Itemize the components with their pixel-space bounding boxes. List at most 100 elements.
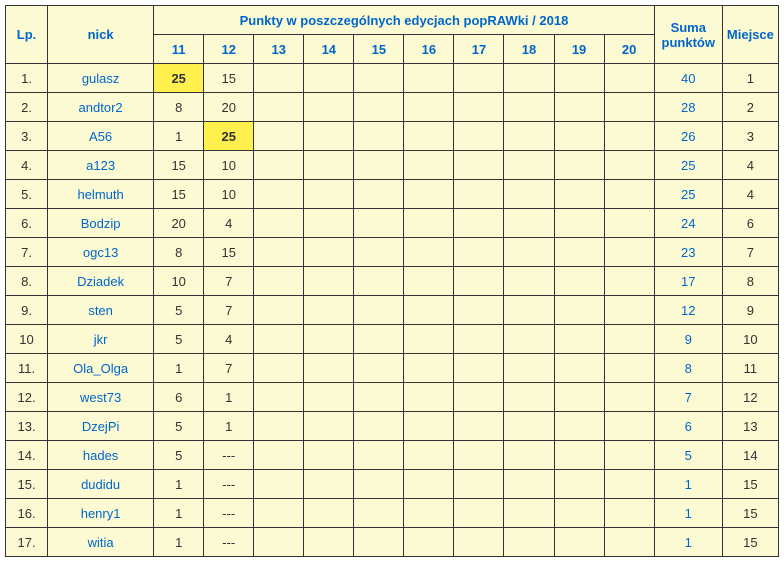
cell-suma: 1 bbox=[654, 499, 722, 528]
cell-suma: 26 bbox=[654, 122, 722, 151]
cell-value: 1 bbox=[154, 470, 204, 499]
cell-value bbox=[254, 180, 304, 209]
cell-value bbox=[254, 441, 304, 470]
cell-value bbox=[254, 296, 304, 325]
cell-value bbox=[554, 470, 604, 499]
cell-value bbox=[254, 122, 304, 151]
cell-value bbox=[454, 122, 504, 151]
cell-miejsce: 15 bbox=[722, 499, 778, 528]
cell-miejsce: 9 bbox=[722, 296, 778, 325]
cell-value bbox=[404, 64, 454, 93]
cell-value bbox=[454, 354, 504, 383]
cell-value bbox=[254, 267, 304, 296]
cell-suma: 12 bbox=[654, 296, 722, 325]
cell-value bbox=[254, 412, 304, 441]
ranking-table: Lp. nick Punkty w poszczególnych edycjac… bbox=[5, 5, 779, 557]
cell-value: 5 bbox=[154, 412, 204, 441]
cell-value: 20 bbox=[154, 209, 204, 238]
cell-value bbox=[404, 441, 454, 470]
cell-value bbox=[604, 296, 654, 325]
table-row: 6.Bodzip204246 bbox=[6, 209, 779, 238]
header-edition: 16 bbox=[404, 35, 454, 64]
table-row: 5.helmuth1510254 bbox=[6, 180, 779, 209]
cell-lp: 3. bbox=[6, 122, 48, 151]
cell-value: 15 bbox=[204, 238, 254, 267]
table-row: 2.andtor2820282 bbox=[6, 93, 779, 122]
cell-miejsce: 2 bbox=[722, 93, 778, 122]
cell-nick: ogc13 bbox=[48, 238, 154, 267]
cell-value bbox=[354, 412, 404, 441]
cell-value: 4 bbox=[204, 325, 254, 354]
cell-miejsce: 10 bbox=[722, 325, 778, 354]
cell-value bbox=[604, 383, 654, 412]
cell-value: 15 bbox=[204, 64, 254, 93]
cell-value: 1 bbox=[154, 122, 204, 151]
cell-value bbox=[604, 325, 654, 354]
cell-value bbox=[304, 64, 354, 93]
cell-suma: 6 bbox=[654, 412, 722, 441]
cell-value bbox=[454, 93, 504, 122]
cell-value bbox=[554, 122, 604, 151]
cell-nick: sten bbox=[48, 296, 154, 325]
cell-value bbox=[454, 296, 504, 325]
cell-value bbox=[554, 267, 604, 296]
cell-value bbox=[554, 528, 604, 557]
cell-value bbox=[304, 441, 354, 470]
cell-value bbox=[604, 528, 654, 557]
cell-lp: 8. bbox=[6, 267, 48, 296]
cell-value bbox=[304, 528, 354, 557]
table-row: 16.henry11---115 bbox=[6, 499, 779, 528]
cell-value: 20 bbox=[204, 93, 254, 122]
cell-lp: 2. bbox=[6, 93, 48, 122]
cell-value bbox=[454, 151, 504, 180]
cell-value bbox=[454, 325, 504, 354]
cell-value bbox=[304, 412, 354, 441]
cell-lp: 16. bbox=[6, 499, 48, 528]
cell-value bbox=[554, 151, 604, 180]
cell-value: 5 bbox=[154, 441, 204, 470]
cell-value: 4 bbox=[204, 209, 254, 238]
cell-lp: 12. bbox=[6, 383, 48, 412]
cell-value bbox=[254, 93, 304, 122]
cell-value bbox=[454, 64, 504, 93]
cell-value bbox=[354, 267, 404, 296]
cell-value: 7 bbox=[204, 296, 254, 325]
cell-value bbox=[304, 151, 354, 180]
table-row: 8.Dziadek107178 bbox=[6, 267, 779, 296]
cell-nick: Ola_Olga bbox=[48, 354, 154, 383]
cell-nick: hades bbox=[48, 441, 154, 470]
cell-value bbox=[254, 470, 304, 499]
cell-suma: 25 bbox=[654, 151, 722, 180]
cell-miejsce: 7 bbox=[722, 238, 778, 267]
cell-value bbox=[504, 180, 554, 209]
table-row: 9.sten57129 bbox=[6, 296, 779, 325]
cell-lp: 4. bbox=[6, 151, 48, 180]
cell-value bbox=[604, 499, 654, 528]
cell-suma: 1 bbox=[654, 470, 722, 499]
cell-value bbox=[304, 238, 354, 267]
cell-value bbox=[304, 499, 354, 528]
cell-value bbox=[504, 267, 554, 296]
cell-value bbox=[354, 470, 404, 499]
cell-value bbox=[404, 296, 454, 325]
table-row: 17.witia1---115 bbox=[6, 528, 779, 557]
cell-miejsce: 13 bbox=[722, 412, 778, 441]
cell-miejsce: 14 bbox=[722, 441, 778, 470]
cell-value bbox=[404, 383, 454, 412]
header-edition: 20 bbox=[604, 35, 654, 64]
cell-value bbox=[454, 470, 504, 499]
cell-value bbox=[304, 122, 354, 151]
cell-value bbox=[304, 383, 354, 412]
cell-value: 7 bbox=[204, 267, 254, 296]
cell-nick: A56 bbox=[48, 122, 154, 151]
cell-value bbox=[354, 499, 404, 528]
cell-value: 8 bbox=[154, 93, 204, 122]
cell-value bbox=[554, 64, 604, 93]
cell-value bbox=[504, 325, 554, 354]
cell-miejsce: 4 bbox=[722, 180, 778, 209]
cell-value bbox=[504, 412, 554, 441]
cell-lp: 6. bbox=[6, 209, 48, 238]
cell-value bbox=[604, 412, 654, 441]
cell-value bbox=[404, 412, 454, 441]
cell-value bbox=[604, 122, 654, 151]
